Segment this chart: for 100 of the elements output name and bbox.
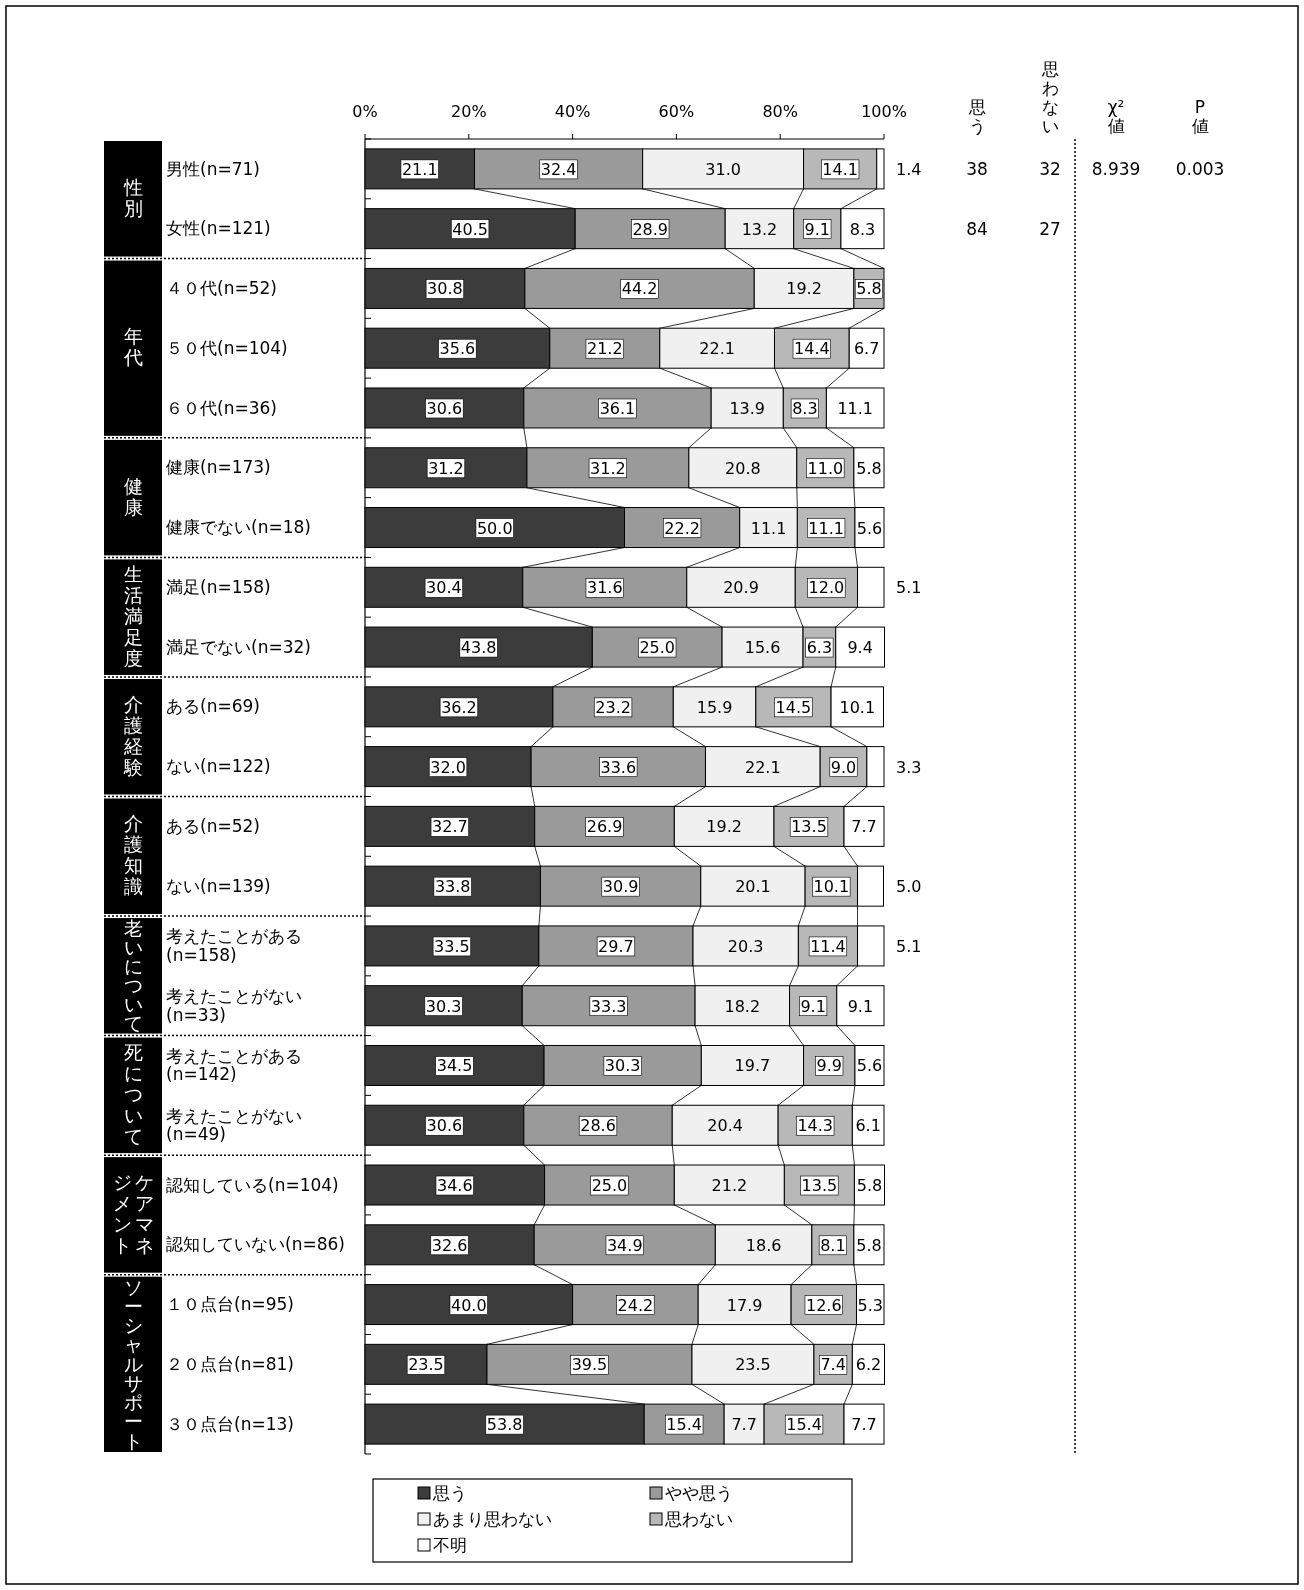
y-tick-label: 認知している(n=104) <box>166 1174 339 1195</box>
y-tick-label: ある(n=69) <box>166 696 260 717</box>
data-label: 32.4 <box>540 159 577 179</box>
category-label: P値 <box>1191 97 1209 136</box>
data-label: 27 <box>1039 218 1061 239</box>
data-label: 13.5 <box>791 817 827 837</box>
data-label: 7.7 <box>851 1415 877 1435</box>
data-label: 5.1 <box>896 578 922 598</box>
data-label: 15.4 <box>786 1415 822 1435</box>
data-label: 1.4 <box>896 159 922 179</box>
data-label: 5.6 <box>856 518 883 538</box>
data-label: 23.2 <box>595 697 631 717</box>
data-label: 32 <box>1039 158 1061 179</box>
data-label: 23.5 <box>408 1355 444 1375</box>
data-label: 30.8 <box>427 279 463 299</box>
data-label: 32.6 <box>431 1235 468 1255</box>
data-label: 20.8 <box>725 458 761 478</box>
data-label: 9.0 <box>830 757 857 777</box>
data-label: 30.3 <box>604 1056 641 1076</box>
data-label: 33.6 <box>600 757 637 777</box>
text: 介護経験 <box>122 692 143 778</box>
data-label: 19.7 <box>734 1056 771 1076</box>
data-label: 30.6 <box>426 1116 463 1136</box>
y-tick-label: ない(n=139) <box>166 875 271 896</box>
data-label: 5.8 <box>856 1176 883 1196</box>
legend-label: 思わない <box>664 1509 733 1529</box>
text: ソーシャルサポート <box>123 1275 143 1452</box>
text: 性別 <box>122 175 143 219</box>
text: ケアマネジメント <box>112 1170 154 1256</box>
data-label: 17.9 <box>726 1295 763 1315</box>
data-label: 15.4 <box>666 1415 702 1435</box>
y-tick-label: 満足でない(n=32) <box>166 636 311 657</box>
data-label: 25.0 <box>591 1176 628 1196</box>
data-label: 12.0 <box>808 578 845 598</box>
y-tick-label: １０点台(n=95) <box>166 1294 294 1315</box>
x-tick-label: 60% <box>658 102 695 121</box>
data-label: 15.9 <box>696 697 733 717</box>
data-label: 3.3 <box>896 757 922 777</box>
data-label: 20.4 <box>707 1116 743 1136</box>
data-label: 6.3 <box>806 638 833 658</box>
data-label: 21.1 <box>401 159 438 179</box>
data-label: 18.6 <box>745 1235 782 1255</box>
y-tick-label: 健康(n=173) <box>166 457 271 478</box>
y-tick-label: 考えたことがない(n=33) <box>166 986 303 1025</box>
y-tick-label: 認知していない(n=86) <box>166 1234 345 1255</box>
data-label: 34.5 <box>436 1056 473 1076</box>
data-label: 30.9 <box>602 877 639 897</box>
data-label: 6.2 <box>855 1355 882 1375</box>
text: 死について <box>123 1040 143 1147</box>
data-label: 32.7 <box>432 817 468 837</box>
data-label: 33.8 <box>434 877 471 897</box>
data-label: 18.2 <box>724 996 761 1016</box>
data-label: 5.6 <box>856 1056 883 1076</box>
data-label: 9.9 <box>816 1056 842 1076</box>
data-label: 7.4 <box>820 1355 846 1375</box>
data-label: 10.1 <box>839 697 876 717</box>
data-label: 31.0 <box>705 159 741 179</box>
data-label: 35.6 <box>439 339 476 359</box>
data-label: 29.7 <box>598 936 634 956</box>
data-label: 31.2 <box>428 458 464 478</box>
data-label: 21.2 <box>711 1176 748 1196</box>
y-tick-label: 女性(n=121) <box>166 218 271 239</box>
y-tick-label: 健康でない(n=18) <box>166 517 311 538</box>
data-label: 12.6 <box>805 1295 842 1315</box>
y-tick-label: ３０点台(n=13) <box>166 1413 294 1434</box>
y-tick-label: ２０点台(n=81) <box>166 1353 294 1374</box>
data-label: 8.939 <box>1091 158 1141 179</box>
data-label: 31.6 <box>586 578 623 598</box>
data-label: 43.8 <box>460 638 497 658</box>
text: 老いについて <box>123 917 143 1034</box>
data-label: 22.2 <box>664 518 700 538</box>
data-label: 5.0 <box>896 877 922 897</box>
data-label: 11.1 <box>808 518 844 538</box>
y-tick-label: 考えたことがない(n=49) <box>166 1105 303 1145</box>
data-label: 13.9 <box>729 398 766 418</box>
data-label: 40.0 <box>450 1295 487 1315</box>
data-label: 36.2 <box>441 697 477 717</box>
category-label: 思わない <box>1040 59 1059 136</box>
data-label: 9.1 <box>800 996 826 1016</box>
x-tick-label: 100% <box>861 102 907 121</box>
data-label: 8.1 <box>820 1235 846 1255</box>
y-tick-label: ５０代(n=104) <box>166 337 288 358</box>
data-label: 10.1 <box>813 877 850 897</box>
data-label: 15.6 <box>744 638 781 658</box>
y-tick-label: ない(n=122) <box>166 756 271 777</box>
data-label: 21.2 <box>586 339 623 359</box>
data-label: 31.2 <box>590 458 626 478</box>
x-tick-label: 80% <box>762 102 798 121</box>
data-label: 5.8 <box>856 279 882 299</box>
legend-label: やや思う <box>665 1483 733 1503</box>
data-label: 34.9 <box>606 1235 643 1255</box>
data-label: 22.1 <box>745 757 781 777</box>
data-label: 30.3 <box>425 996 462 1016</box>
data-label: 9.4 <box>847 638 873 658</box>
data-label: 11.1 <box>750 518 787 538</box>
legend-label: あまり思わない <box>433 1509 552 1529</box>
data-label: 22.1 <box>699 339 735 359</box>
x-tick-label: 40% <box>554 102 591 121</box>
text: 介護知識 <box>123 812 143 898</box>
category-label: χ²値 <box>1107 97 1125 136</box>
